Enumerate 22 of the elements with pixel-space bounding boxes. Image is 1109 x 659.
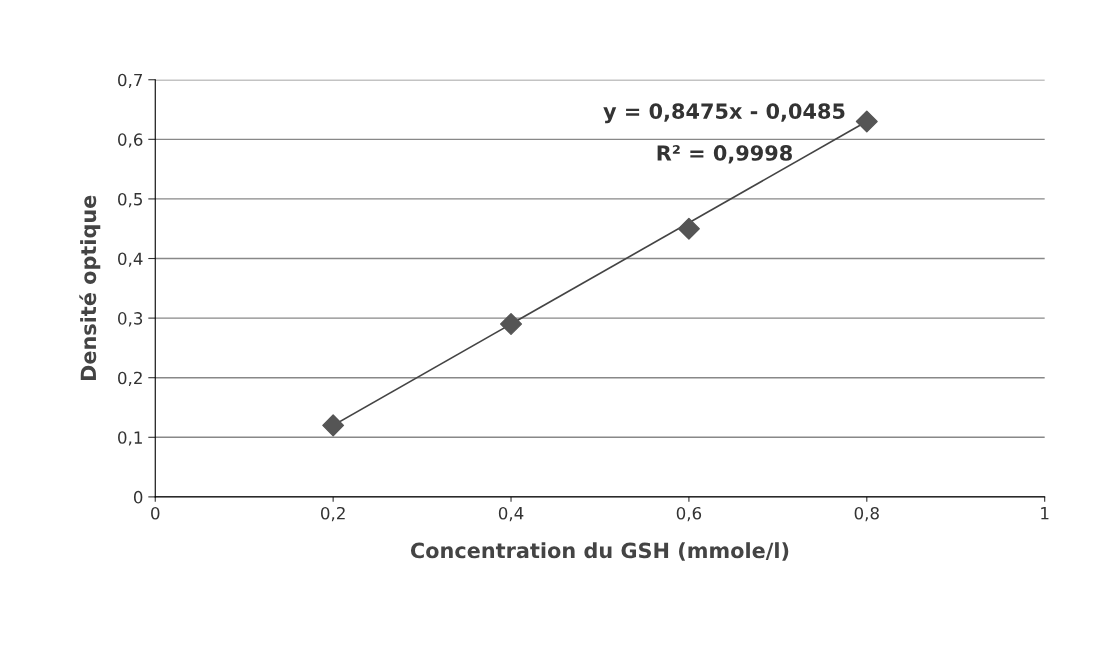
x-tick-label: 0,8 [854,506,879,522]
annotation: y = 0,8475x - 0,0485 [603,103,845,124]
y-tick-label: 0,4 [118,252,143,267]
x-tick-label: 1 [1041,507,1049,520]
point [322,414,345,437]
y-tick-label: 0,1 [118,431,142,446]
annotation: R² = 0,9998 [657,145,792,164]
x-tick-label: 0,4 [498,506,524,522]
y-tick-label: 0,2 [118,371,142,386]
y-tick-label: 0 [133,490,143,504]
x-tick-label: 0,6 [676,506,702,522]
x-tick-label: 0 [151,506,160,520]
y-tick-label: 0,5 [118,192,142,208]
x-axis-title: Concentration du GSH (mmole/l) [410,542,789,561]
point [500,313,523,336]
y-axis-title: Densité optique [79,195,101,381]
x-tick-label: 0,2 [320,506,345,522]
y-tick-label: 0,3 [118,312,143,327]
y-tick-label: 0,7 [118,73,143,89]
point [677,217,700,240]
point [855,110,878,133]
y-tick-label: 0,6 [118,133,143,148]
